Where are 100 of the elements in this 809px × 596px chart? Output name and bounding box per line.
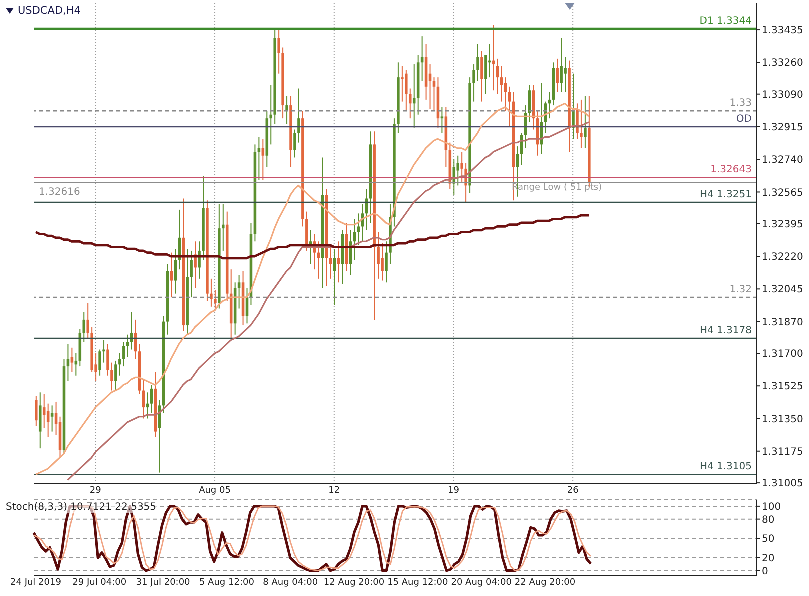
y-tick-label: 1.31870 (762, 317, 804, 328)
candlestick (66, 344, 70, 382)
y-tick-label: 1.32220 (762, 252, 804, 264)
candlestick (365, 188, 368, 231)
x-tick-label: 20 Aug 04:00 (451, 578, 512, 589)
candlestick (405, 70, 408, 112)
y-tick-label: 20 (762, 554, 775, 565)
ref-line-label: H4 1.3251 (700, 189, 752, 200)
x-tick-label: 8 Aug 04:00 (263, 578, 318, 589)
candlestick (110, 362, 114, 392)
x-tick-label: 12 Aug 20:00 (324, 578, 385, 589)
chart-title: Stoch(8,3,3) 10.7121 22.5355 (6, 502, 157, 513)
y-tick-label: 1.32915 (762, 122, 804, 134)
x-tick-label: 29 Jul 04:00 (72, 578, 127, 589)
y-tick-label: 1.32045 (762, 284, 804, 296)
ref-line-label: D1 1.3344 (700, 16, 752, 28)
x-tick-label: 24 Jul 2019 (10, 578, 62, 589)
candlestick (476, 44, 480, 82)
candlestick (214, 290, 217, 310)
candlestick (385, 241, 388, 284)
candlestick (118, 352, 122, 376)
candlestick (190, 250, 193, 298)
candlestick (98, 349, 102, 376)
candlestick (472, 64, 476, 102)
candlestick (492, 24, 496, 92)
candlestick (130, 312, 134, 350)
candlestick (82, 312, 86, 343)
ref-line-label: OD (736, 114, 752, 125)
candlestick (262, 138, 265, 181)
x-tick-label: 29 (90, 486, 102, 497)
ref-line-label: 1.32 (730, 284, 752, 296)
ref-line-label: 1.32616 (39, 186, 80, 198)
candlestick (357, 213, 360, 246)
candlestick (381, 243, 384, 282)
y-tick-label: 1.33260 (762, 58, 804, 70)
candlestick (560, 38, 563, 93)
ref-line-label: 1.33 (730, 98, 752, 110)
x-tick-label: 19 (448, 486, 460, 497)
y-tick-label: 1.31525 (762, 382, 804, 393)
candlestick (584, 96, 587, 149)
candlestick (198, 241, 201, 280)
candlestick (86, 302, 90, 340)
ref-line-label: 1.32643 (710, 164, 752, 176)
candlestick (222, 204, 225, 252)
x-tick-label: 31 Jul 20:00 (136, 578, 190, 589)
y-tick-label: 1.31350 (762, 414, 804, 426)
y-tick-label: 1.32740 (762, 155, 804, 166)
candlestick (270, 84, 273, 146)
candlestick (114, 360, 118, 392)
candlestick (508, 86, 512, 127)
ref-line-label: H4 1.3105 (700, 462, 752, 473)
x-tick-label: 5 Aug 12:00 (199, 578, 254, 589)
candlestick (42, 394, 46, 429)
candlestick (317, 241, 320, 280)
candlestick (377, 232, 380, 280)
candlestick (70, 347, 74, 373)
y-tick-label: 1.31005 (762, 478, 804, 490)
candlestick (408, 88, 412, 120)
y-tick-label: 100 (762, 502, 782, 513)
candlestick (440, 106, 444, 134)
candlestick (460, 152, 464, 182)
candlestick (361, 204, 364, 242)
y-tick-label: 80 (762, 514, 775, 526)
candlestick (401, 66, 404, 102)
candlestick (50, 405, 54, 432)
candlestick (496, 58, 500, 95)
candlestick (210, 278, 213, 308)
candlestick (500, 66, 504, 102)
y-tick-label: 1.32395 (762, 219, 804, 230)
y-tick-label: 1.31175 (762, 446, 804, 458)
candlestick (170, 252, 174, 298)
candlestick (556, 58, 559, 93)
x-tick-label: Aug 05 (199, 486, 231, 497)
ref-line-label: H4 1.3178 (700, 326, 752, 337)
candlestick (174, 248, 178, 294)
candlestick (150, 384, 154, 414)
candlestick (286, 96, 288, 125)
x-tick-label: 15 Aug 12:00 (388, 578, 448, 589)
candlestick (456, 155, 460, 186)
x-tick-label: 12 (328, 486, 340, 497)
candlestick (480, 50, 484, 102)
candlestick (122, 342, 126, 368)
y-tick-label: 1.33090 (762, 90, 804, 101)
candlestick (298, 88, 300, 144)
chart-title: USDCAD,H4 (18, 5, 81, 17)
y-tick-label: 1.31700 (762, 349, 804, 360)
candlestick (504, 77, 508, 112)
candlestick (564, 56, 567, 93)
candlestick (106, 344, 110, 376)
x-tick-label: 26 (567, 486, 579, 497)
candlestick (333, 248, 336, 306)
x-tick-label: 22 Aug 20:00 (514, 578, 576, 589)
candlestick (580, 99, 583, 149)
y-tick-label: 50 (762, 534, 775, 546)
candlestick (35, 396, 38, 427)
y-tick-label: 1.33435 (762, 26, 804, 37)
candlestick (294, 129, 296, 158)
candlestick (278, 28, 280, 74)
y-tick-label: 1.32565 (762, 188, 804, 199)
candlestick (178, 209, 182, 270)
